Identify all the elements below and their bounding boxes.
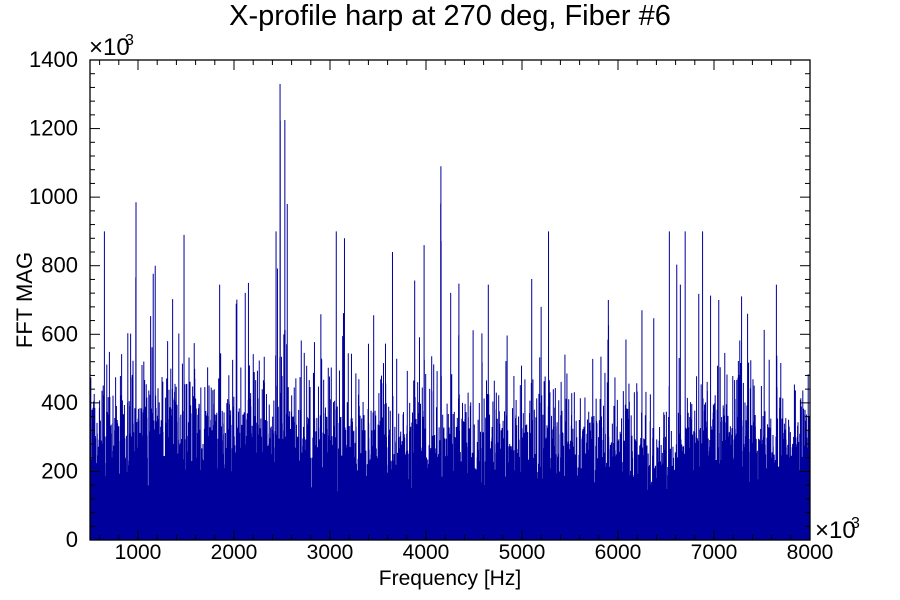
- svg-text:8000: 8000: [787, 541, 834, 564]
- svg-text:X-profile harp at 270 deg, Fib: X-profile harp at 270 deg, Fiber #6: [229, 0, 671, 32]
- svg-text:800: 800: [41, 253, 78, 278]
- svg-text:1000: 1000: [29, 184, 78, 209]
- svg-text:3000: 3000: [307, 541, 354, 564]
- svg-text:600: 600: [41, 321, 78, 346]
- svg-text:4000: 4000: [403, 541, 450, 564]
- svg-text:2000: 2000: [211, 541, 258, 564]
- svg-text:Frequency [Hz]: Frequency [Hz]: [379, 567, 521, 590]
- svg-text:1200: 1200: [29, 116, 78, 141]
- svg-text:0: 0: [66, 527, 78, 552]
- svg-text:1400: 1400: [29, 47, 78, 72]
- svg-text:200: 200: [41, 458, 78, 483]
- svg-text:3: 3: [851, 515, 860, 532]
- svg-text:×10: ×10: [815, 517, 856, 544]
- svg-text:400: 400: [41, 390, 78, 415]
- svg-text:7000: 7000: [691, 541, 738, 564]
- svg-text:3: 3: [125, 32, 134, 49]
- svg-text:6000: 6000: [595, 541, 642, 564]
- svg-text:×10: ×10: [89, 34, 130, 61]
- svg-text:5000: 5000: [499, 541, 546, 564]
- svg-text:FFT MAG: FFT MAG: [12, 252, 37, 348]
- svg-text:1000: 1000: [115, 541, 162, 564]
